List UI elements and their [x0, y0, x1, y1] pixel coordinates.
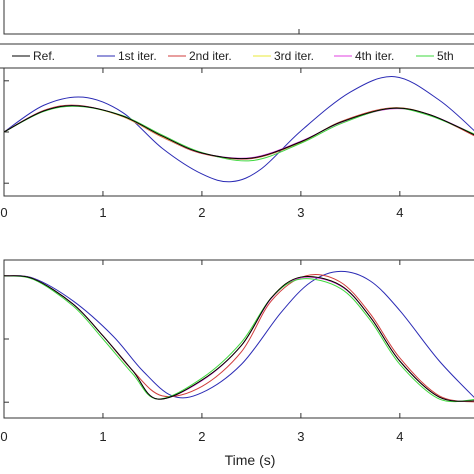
bottom-panel-series-4	[4, 276, 474, 402]
bottom-panel-series-2	[4, 276, 474, 402]
top-panel-lines	[4, 77, 474, 182]
bottom-panel-xtick-label-2: 2	[198, 429, 205, 444]
bottom-panel-xtick-label-0: 0	[0, 429, 7, 444]
legend-label-1: 1st iter.	[118, 49, 157, 63]
x-axis-label: Time (s)	[225, 452, 276, 468]
top-strip-frame	[4, 0, 474, 34]
bottom-panel-series-3	[4, 276, 474, 402]
top-panel-series-3	[4, 106, 474, 159]
top-panel-series-2	[4, 106, 474, 159]
top-panel-xtick-label-2: 2	[198, 205, 205, 220]
top-panel-series-4	[4, 106, 474, 161]
bottom-panel-xtick-label-1: 1	[99, 429, 106, 444]
legend-label-0: Ref.	[33, 49, 55, 63]
top-panel-xtick-label-3: 3	[297, 205, 304, 220]
legend-label-2: 2nd iter.	[189, 49, 232, 63]
top-panel-xtick-label-4: 4	[396, 205, 403, 220]
bottom-panel-series-0	[4, 271, 474, 402]
top-panel-frame	[4, 68, 474, 196]
legend-label-3: 3rd iter.	[274, 49, 314, 63]
top-panel-xtick-label-0: 0	[0, 205, 7, 220]
bottom-panel-series-5	[4, 276, 474, 402]
legend: Ref. 1st iter. 2nd iter. 3rd iter. 4th iter.…	[0, 44, 474, 68]
bottom-panel: 0 1 2 3 4	[0, 260, 474, 444]
bottom-panel-xtick-label-4: 4	[396, 429, 403, 444]
legend-label-5: 5th	[437, 49, 454, 63]
bottom-panel-lines	[4, 271, 474, 402]
top-panel-series-5	[4, 106, 474, 159]
bottom-panel-frame	[4, 260, 474, 418]
legend-label-4: 4th iter.	[355, 49, 394, 63]
bottom-panel-xtick-label-3: 3	[297, 429, 304, 444]
bottom-panel-series-1	[4, 275, 474, 403]
top-panel-xtick-label-1: 1	[99, 205, 106, 220]
top-panel-ticks: 0 1 2 3 4	[0, 68, 403, 220]
top-panel-series-0	[4, 77, 474, 182]
top-panel: 0 1 2 3 4	[0, 68, 474, 220]
top-panel-series-1	[4, 105, 474, 159]
